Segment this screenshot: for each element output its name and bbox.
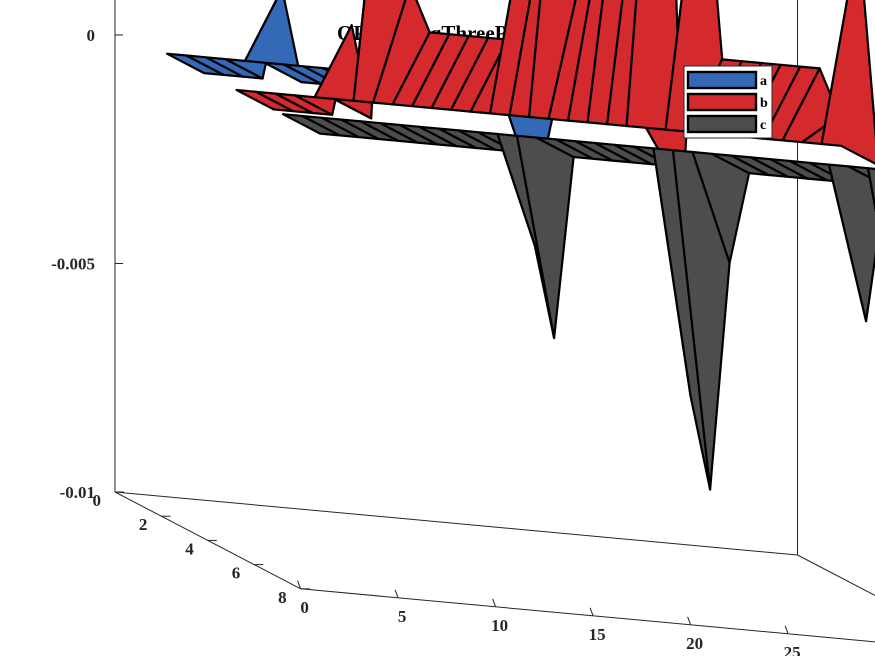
surface-series-b: [235, 0, 875, 194]
x-tick-label: 0: [300, 598, 309, 617]
x-tick-mark: [492, 598, 497, 607]
surface-patch-c: [866, 167, 875, 213]
x-tick-mark: [784, 625, 789, 634]
axes-box-edge: [114, 491, 798, 556]
surface-patch-b: [527, 0, 577, 120]
surface-patch-b: [508, 0, 542, 119]
x-tick-mark: [589, 607, 594, 616]
z-tick-label: 0: [87, 26, 96, 45]
x-tick-label: 15: [589, 625, 606, 644]
z-tick-label: -0.01: [60, 483, 95, 502]
x-tick-label: 20: [686, 634, 703, 653]
axes-box-edge: [300, 588, 875, 643]
legend-label-a: a: [760, 74, 767, 89]
surface-patch-b: [547, 0, 591, 122]
surface-patch-c: [515, 134, 575, 340]
legend-label-b: b: [760, 96, 768, 111]
surface-patch-b: [586, 0, 624, 126]
x-tick-mark: [687, 616, 692, 625]
axes-box-edge: [797, 554, 875, 596]
surface-patch-b: [489, 0, 532, 117]
legend-label-c: c: [760, 118, 766, 133]
x-tick-label: 25: [784, 643, 801, 656]
axis-ticks: -0.01-0.00500.0050.010.0150.020.0250.030…: [51, 26, 801, 656]
legend: abc: [683, 65, 773, 139]
z-tick-label: -0.005: [51, 255, 95, 274]
y-tick-label: 4: [185, 539, 194, 558]
y-tick-label: 6: [232, 564, 241, 583]
surfaces: [165, 0, 875, 491]
y-tick-label: 8: [278, 588, 287, 607]
y-tick-label: 2: [139, 515, 148, 534]
surface-series-c: [281, 113, 875, 491]
legend-swatch-b: [686, 92, 758, 112]
y-tick-label: 0: [93, 491, 102, 510]
surface-patch-b: [352, 0, 407, 104]
x-tick-mark: [394, 589, 399, 598]
x-tick-label: 10: [491, 616, 508, 635]
x-tick-mark: [297, 580, 302, 589]
surface-patch-b: [820, 0, 875, 165]
legend-swatch-c: [686, 114, 758, 134]
legend-swatch-a: [686, 70, 758, 90]
surface-patch-c: [827, 163, 875, 323]
x-tick-label: 5: [398, 607, 407, 626]
surface-patch-b: [566, 0, 604, 124]
